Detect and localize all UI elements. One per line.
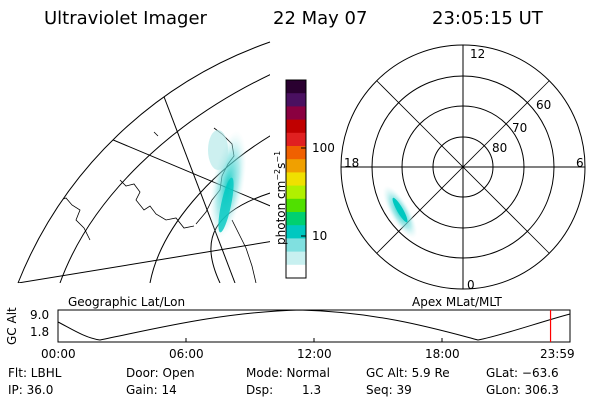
- xtick-23-59: 23:59: [540, 347, 575, 361]
- glon-status: GLon: 306.3: [486, 383, 559, 397]
- xtick-18-00: 18:00: [425, 347, 460, 361]
- mlt-label-18: 18: [344, 156, 360, 170]
- coastline: [119, 179, 195, 229]
- polar-panel-label: Apex MLat/MLT: [412, 295, 502, 309]
- altitude-ylabel: GC Alt: [5, 307, 19, 345]
- mlat-label-80: 80: [492, 141, 508, 155]
- colorbar-segment: [286, 132, 306, 147]
- polar-meridian-diag: [376, 80, 550, 254]
- xtick-12-00: 12:00: [297, 347, 332, 361]
- coastline: [21, 181, 91, 241]
- sequence-status: Seq: 39: [366, 383, 412, 397]
- door-status: Door: Open: [126, 366, 195, 380]
- mlt-label-12: 12: [470, 47, 486, 61]
- colorbar-unit-label: photon cm−2s−1: [273, 150, 288, 245]
- colorbar-segment: [286, 264, 306, 279]
- colorbar: [285, 79, 307, 279]
- mode-status: Mode: Normal: [246, 366, 330, 380]
- xtick-06-00: 06:00: [169, 347, 204, 361]
- colorbar-segment: [286, 106, 306, 121]
- gc-alt-status: GC Alt: 5.9 Re: [366, 366, 450, 380]
- coastline: [231, 219, 257, 283]
- altitude-plot: [57, 309, 571, 343]
- filter-status: Flt: LBHL: [8, 366, 62, 380]
- mlat-label-60: 60: [536, 98, 552, 112]
- colorbar-segment: [286, 198, 306, 213]
- altitude-curve: [57, 309, 571, 341]
- time-label: 23:05:15 UT: [432, 8, 543, 29]
- ip-status: IP: 36.0: [8, 383, 54, 397]
- colorbar-segment: [286, 159, 306, 173]
- colorbar-segment: [286, 146, 306, 160]
- aurora-emission: [208, 130, 247, 240]
- map-longitude-line: [18, 239, 270, 283]
- mlat-label-70: 70: [512, 121, 528, 135]
- colorbar-segment: [286, 80, 306, 94]
- geographic-panel-label: Geographic Lat/Lon: [68, 295, 186, 309]
- colorbar-segment: [286, 172, 306, 187]
- map-latitude-line: [59, 69, 270, 283]
- colorbar-segment: [286, 238, 306, 253]
- map-horizon-arc: [17, 41, 271, 284]
- gain-status: Gain: 14: [126, 383, 177, 397]
- dsp-value: 1.3: [302, 383, 322, 397]
- colorbar-tick-label-100: 100: [312, 141, 335, 155]
- polar-plot: [340, 44, 586, 290]
- colorbar-segment: [286, 93, 306, 107]
- altitude-ymin-label: 1.8: [30, 325, 50, 339]
- mlt-label-0: 0: [467, 278, 475, 292]
- glat-status: GLat: −63.6: [486, 366, 559, 380]
- colorbar-segment: [286, 251, 306, 266]
- app-title: Ultraviolet Imager: [44, 8, 207, 29]
- map-latitude-line: [149, 129, 270, 283]
- mlt-label-6: 6: [576, 156, 584, 170]
- coastline: [153, 131, 159, 137]
- colorbar-segment: [286, 185, 306, 200]
- xtick-00-00: 00:00: [41, 347, 76, 361]
- colorbar-frame: [285, 79, 307, 279]
- dsp-label: Dsp:: [246, 383, 274, 397]
- coastline: [111, 97, 119, 103]
- altitude-frame: [57, 309, 571, 343]
- colorbar-segment: [286, 212, 306, 226]
- colorbar-segment: [286, 225, 306, 239]
- date-label: 22 May 07: [273, 8, 368, 29]
- polar-aurora-emission: [382, 185, 418, 239]
- altitude-ymax-label: 9.0: [30, 308, 50, 322]
- geographic-map: [17, 41, 271, 284]
- colorbar-segment: [286, 119, 306, 134]
- colorbar-tick-label-10: 10: [312, 229, 328, 243]
